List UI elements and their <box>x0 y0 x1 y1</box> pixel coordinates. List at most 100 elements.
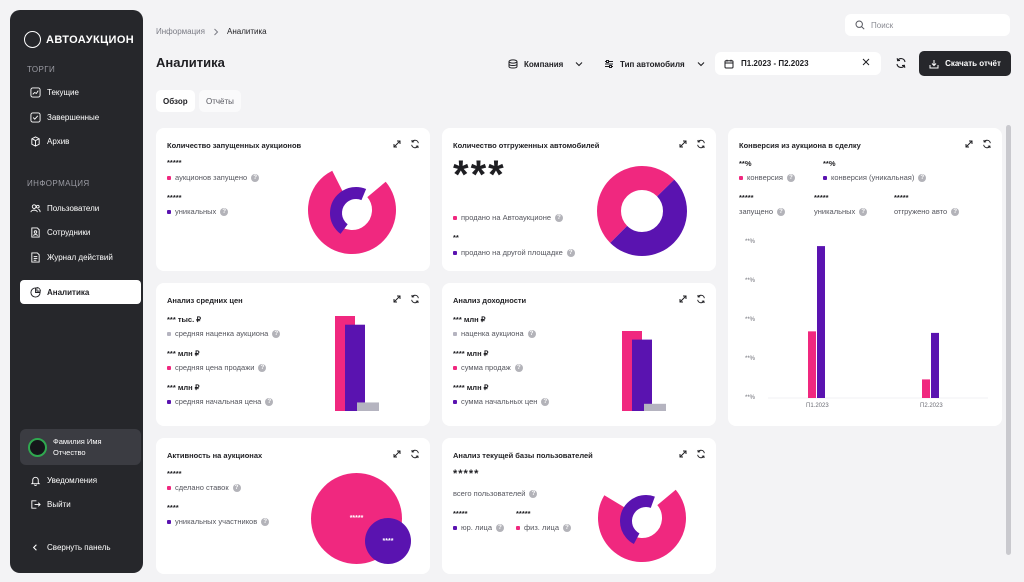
card-average-prices: Анализ средних цен *** тыс. ₽ средняя на… <box>156 283 430 426</box>
auctions-unique-value: ***** <box>167 193 182 202</box>
refresh-icon[interactable] <box>982 139 992 149</box>
chevron-down-icon <box>697 62 705 67</box>
bar-conversion <box>808 331 816 398</box>
y-tick-label: **% <box>745 278 756 284</box>
breadcrumb-root[interactable]: Информация <box>156 27 205 36</box>
sidebar-item-users[interactable]: Пользователи <box>20 196 141 220</box>
expand-icon[interactable] <box>678 449 688 459</box>
legend-label: конверсия (уникальная) <box>831 173 915 182</box>
user-name-line1: Фамилия Имя <box>53 437 102 446</box>
sidebar-item-analytics[interactable]: Аналитика <box>20 280 141 304</box>
bubble-bids-value: ***** <box>349 515 364 522</box>
card-user-base: Анализ текущей базы пользователей ***** … <box>442 438 716 574</box>
help-icon[interactable]: ? <box>232 483 241 492</box>
help-icon[interactable]: ? <box>951 207 960 216</box>
legend-label: аукционов запущено <box>175 173 248 182</box>
sidebar-item-current[interactable]: Текущие <box>20 80 141 104</box>
help-icon[interactable]: ? <box>918 173 927 182</box>
refresh-icon[interactable] <box>410 294 420 304</box>
sidebar-item-label: Пользователи <box>47 203 100 213</box>
help-icon[interactable]: ? <box>859 207 868 216</box>
help-icon[interactable]: ? <box>265 397 274 406</box>
search-input[interactable]: Поиск <box>845 14 1010 36</box>
help-icon[interactable]: ? <box>555 213 564 222</box>
donut-chart <box>308 166 396 254</box>
legend-label: физ. лица <box>524 523 559 532</box>
sidebar-item-staff[interactable]: Сотрудники <box>20 220 141 244</box>
clear-icon[interactable] <box>861 57 871 67</box>
sidebar-item-archive[interactable]: Архив <box>20 129 141 153</box>
revenue-bar-chart <box>622 331 666 411</box>
refresh-icon[interactable] <box>696 449 706 459</box>
donut-segment-unique <box>330 187 382 239</box>
stat-label-text: запущено <box>739 207 773 216</box>
logout-button[interactable]: Выйти <box>20 492 141 516</box>
company-filter[interactable]: Компания <box>508 53 583 75</box>
download-report-label: Скачать отчёт <box>945 59 1001 68</box>
donut-chart <box>597 166 687 256</box>
help-icon[interactable]: ? <box>514 363 523 372</box>
expand-icon[interactable] <box>678 294 688 304</box>
refresh-icon[interactable] <box>696 294 706 304</box>
help-icon[interactable]: ? <box>251 173 260 182</box>
expand-icon[interactable] <box>392 139 402 149</box>
help-icon[interactable]: ? <box>527 329 536 338</box>
help-icon[interactable]: ? <box>566 248 575 257</box>
tab-reports[interactable]: Отчёты <box>199 90 241 112</box>
date-range-picker[interactable]: П1.2023 - П2.2023 <box>715 52 881 75</box>
help-icon[interactable]: ? <box>258 363 267 372</box>
legend-label: сумма продаж <box>461 363 511 372</box>
legend-swatch <box>167 331 171 336</box>
card-actions <box>392 449 420 459</box>
user-card[interactable]: Фамилия Имя Отчество <box>20 429 141 465</box>
date-range-value: П1.2023 - П2.2023 <box>741 59 809 68</box>
stat-label: уникальных? <box>814 207 868 216</box>
logo-circle-icon <box>24 31 41 48</box>
legend-label: наценка аукциона <box>461 329 524 338</box>
sidebar-item-label: Завершенные <box>47 112 100 122</box>
car-type-filter[interactable]: Тип автомобиля <box>604 53 705 75</box>
stat-label: всего пользователей? <box>453 489 538 498</box>
help-icon[interactable]: ? <box>496 523 504 532</box>
tab-overview[interactable]: Обзор <box>156 90 195 112</box>
expand-icon[interactable] <box>678 139 688 149</box>
legend-label: продано на Автоаукционе <box>461 213 552 222</box>
help-icon[interactable]: ? <box>541 397 550 406</box>
x-tick-label: П1.2023 <box>806 403 829 409</box>
legend-swatch <box>739 175 743 180</box>
expand-icon[interactable] <box>964 139 974 149</box>
logout-label: Выйти <box>47 499 71 509</box>
start-prices-sum-value: **** млн ₽ <box>453 383 489 392</box>
help-icon[interactable]: ? <box>777 207 785 216</box>
refresh-button[interactable] <box>891 53 911 73</box>
notifications-button[interactable]: Уведомления <box>20 468 141 492</box>
scrollbar[interactable] <box>1006 125 1011 555</box>
refresh-icon[interactable] <box>410 139 420 149</box>
trend-icon <box>30 86 41 98</box>
collapse-panel-button[interactable]: Свернуть панель <box>20 535 141 559</box>
logo[interactable]: АВТОАУКЦИОН <box>24 31 134 48</box>
help-icon[interactable]: ? <box>220 207 229 216</box>
expand-icon[interactable] <box>392 294 402 304</box>
legend-swatch <box>453 250 457 255</box>
page-title: Аналитика <box>156 55 225 70</box>
markup-value: *** млн ₽ <box>453 315 486 324</box>
help-icon[interactable]: ? <box>272 329 281 338</box>
sidebar-section-trades: ТОРГИ <box>27 65 56 74</box>
sidebar-item-label: Текущие <box>47 87 79 97</box>
expand-icon[interactable] <box>392 449 402 459</box>
archive-icon <box>31 135 40 147</box>
help-icon[interactable]: ? <box>261 517 270 526</box>
sidebar-item-action-log[interactable]: Журнал действий <box>20 245 141 269</box>
help-icon[interactable]: ? <box>529 489 538 498</box>
sidebar-item-completed[interactable]: Завершенные <box>20 105 141 129</box>
conversion-unique-value: **% <box>823 159 836 168</box>
refresh-icon[interactable] <box>696 139 706 149</box>
refresh-icon[interactable] <box>410 449 420 459</box>
help-icon[interactable]: ? <box>786 173 795 182</box>
legend-swatch <box>453 331 457 336</box>
stat-label-text: всего пользователей <box>453 489 526 498</box>
download-report-button[interactable]: Скачать отчёт <box>919 51 1011 76</box>
sidebar-item-label: Аналитика <box>47 287 90 297</box>
help-icon[interactable]: ? <box>563 523 571 532</box>
